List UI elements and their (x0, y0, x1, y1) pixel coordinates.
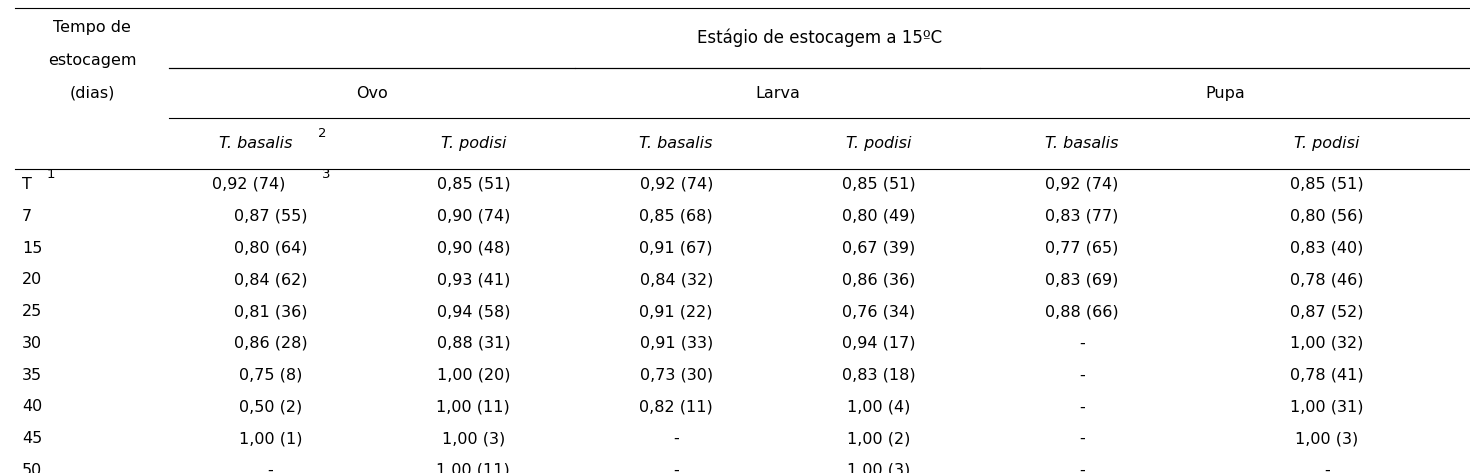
Text: 0,50 (2): 0,50 (2) (238, 399, 303, 414)
Text: 0,85 (51): 0,85 (51) (842, 177, 916, 192)
Text: 0,88 (66): 0,88 (66) (1045, 304, 1119, 319)
Text: 1,00 (31): 1,00 (31) (1291, 399, 1364, 414)
Text: 3: 3 (322, 168, 331, 181)
Text: 0,88 (31): 0,88 (31) (437, 336, 510, 351)
Text: (dias): (dias) (69, 86, 115, 101)
Text: 0,90 (74): 0,90 (74) (437, 209, 510, 224)
Text: 0,91 (67): 0,91 (67) (639, 241, 713, 255)
Text: 0,83 (69): 0,83 (69) (1045, 272, 1119, 287)
Text: 0,82 (11): 0,82 (11) (639, 399, 713, 414)
Text: 25: 25 (22, 304, 43, 319)
Text: 15: 15 (22, 241, 43, 255)
Text: Larva: Larva (756, 86, 800, 101)
Text: 1,00 (11): 1,00 (11) (437, 399, 510, 414)
Text: Estágio de estocagem a 15ºC: Estágio de estocagem a 15ºC (697, 28, 942, 47)
Text: 0,87 (52): 0,87 (52) (1291, 304, 1364, 319)
Text: 0,80 (56): 0,80 (56) (1291, 209, 1364, 224)
Text: Pupa: Pupa (1205, 86, 1245, 101)
Text: 1,00 (4): 1,00 (4) (847, 399, 911, 414)
Text: -: - (1079, 336, 1085, 351)
Text: 0,73 (30): 0,73 (30) (639, 368, 713, 383)
Text: 0,85 (51): 0,85 (51) (437, 177, 510, 192)
Text: 0,85 (68): 0,85 (68) (639, 209, 713, 224)
Text: -: - (1079, 431, 1085, 446)
Text: 0,81 (36): 0,81 (36) (234, 304, 307, 319)
Text: 0,83 (40): 0,83 (40) (1291, 241, 1363, 255)
Text: T. basalis: T. basalis (219, 136, 293, 151)
Text: 1,00 (20): 1,00 (20) (437, 368, 510, 383)
Text: 0,83 (18): 0,83 (18) (842, 368, 916, 383)
Text: 40: 40 (22, 399, 43, 414)
Text: 0,84 (62): 0,84 (62) (234, 272, 307, 287)
Text: 0,84 (32): 0,84 (32) (639, 272, 713, 287)
Text: T. basalis: T. basalis (1045, 136, 1119, 151)
Text: 0,87 (55): 0,87 (55) (234, 209, 307, 224)
Text: 0,67 (39): 0,67 (39) (842, 241, 916, 255)
Text: 0,91 (33): 0,91 (33) (639, 336, 713, 351)
Text: 0,94 (17): 0,94 (17) (842, 336, 916, 351)
Text: -: - (268, 463, 273, 473)
Text: 0,93 (41): 0,93 (41) (437, 272, 510, 287)
Text: 1,00 (11): 1,00 (11) (437, 463, 510, 473)
Text: 2: 2 (318, 127, 326, 140)
Text: 0,78 (46): 0,78 (46) (1291, 272, 1364, 287)
Text: 0,92 (74): 0,92 (74) (1045, 177, 1119, 192)
Text: T: T (22, 177, 32, 192)
Text: 0,85 (51): 0,85 (51) (1289, 177, 1364, 192)
Text: 30: 30 (22, 336, 43, 351)
Text: 0,91 (22): 0,91 (22) (639, 304, 713, 319)
Text: 0,75 (8): 0,75 (8) (238, 368, 303, 383)
Text: 0,92 (74): 0,92 (74) (212, 177, 285, 192)
Text: 1,00 (2): 1,00 (2) (847, 431, 911, 446)
Text: 20: 20 (22, 272, 43, 287)
Text: 50: 50 (22, 463, 43, 473)
Text: 0,80 (49): 0,80 (49) (842, 209, 916, 224)
Text: 0,86 (36): 0,86 (36) (842, 272, 916, 287)
Text: 1,00 (32): 1,00 (32) (1291, 336, 1363, 351)
Text: T. podisi: T. podisi (847, 136, 911, 151)
Text: 0,94 (58): 0,94 (58) (437, 304, 510, 319)
Text: Ovo: Ovo (356, 86, 388, 101)
Text: -: - (1079, 399, 1085, 414)
Text: -: - (673, 431, 679, 446)
Text: estocagem: estocagem (47, 53, 137, 68)
Text: 1,00 (3): 1,00 (3) (847, 463, 911, 473)
Text: 0,90 (48): 0,90 (48) (437, 241, 510, 255)
Text: 1,00 (1): 1,00 (1) (238, 431, 303, 446)
Text: 1,00 (3): 1,00 (3) (441, 431, 506, 446)
Text: Tempo de: Tempo de (53, 19, 131, 35)
Text: -: - (1324, 463, 1329, 473)
Text: 0,83 (77): 0,83 (77) (1045, 209, 1119, 224)
Text: T. basalis: T. basalis (639, 136, 713, 151)
Text: -: - (673, 463, 679, 473)
Text: 35: 35 (22, 368, 43, 383)
Text: 1,00 (3): 1,00 (3) (1295, 431, 1358, 446)
Text: 0,80 (64): 0,80 (64) (234, 241, 307, 255)
Text: T. podisi: T. podisi (1294, 136, 1360, 151)
Text: 0,78 (41): 0,78 (41) (1289, 368, 1364, 383)
Text: -: - (1079, 368, 1085, 383)
Text: 0,76 (34): 0,76 (34) (842, 304, 916, 319)
Text: 0,92 (74): 0,92 (74) (639, 177, 713, 192)
Text: -: - (1079, 463, 1085, 473)
Text: 0,77 (65): 0,77 (65) (1045, 241, 1119, 255)
Text: T. podisi: T. podisi (441, 136, 506, 151)
Text: 1: 1 (47, 168, 56, 181)
Text: 0,86 (28): 0,86 (28) (234, 336, 307, 351)
Text: 7: 7 (22, 209, 32, 224)
Text: 45: 45 (22, 431, 43, 446)
